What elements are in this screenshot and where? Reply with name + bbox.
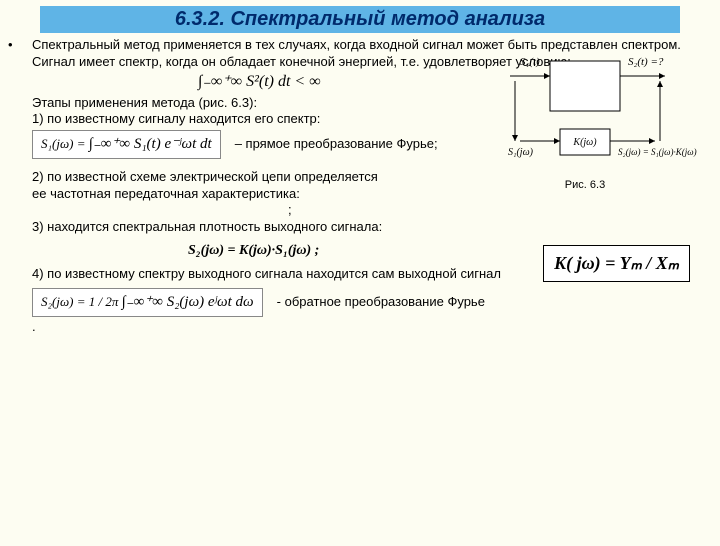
semicolon: ; xyxy=(288,202,702,219)
figure-caption: Рис. 6.3 xyxy=(460,178,710,192)
svg-text:S₂(jω) = S₁(jω)·K(jω): S₂(jω) = S₁(jω)·K(jω) xyxy=(618,147,697,157)
final-dot: . xyxy=(32,319,702,336)
title-bar: 6.3.2. Спектральный метод анализа xyxy=(40,6,680,33)
svg-text:S₂(t) =?: S₂(t) =? xyxy=(628,56,664,68)
transfer-function-box: K( jω) = Yₘ / Xₘ xyxy=(543,245,690,282)
svg-text:K(jω): K(jω) xyxy=(572,137,597,148)
figure-6-3: K(jω) S₁(t) S₂(t) =? S₁(jω) S₂(jω) = S₁(… xyxy=(460,51,710,201)
inverse-note: - обратное преобразование Фурье xyxy=(277,294,485,311)
content: • Спектральный метод применяется в тех с… xyxy=(0,33,720,336)
inverse-formula-row: S₂(jω) = 1 / 2π ∫₋∞⁺∞ S₂(jω) eʲωt dω - о… xyxy=(32,288,702,317)
page-title: 6.3.2. Спектральный метод анализа xyxy=(175,8,545,30)
svg-text:S₁(t): S₁(t) xyxy=(520,56,540,68)
step-3: 3) находится спектральная плотность выхо… xyxy=(32,219,702,236)
bullet: • xyxy=(8,37,13,54)
s1-note: – прямое преобразование Фурье; xyxy=(235,136,438,153)
svg-text:S₁(jω): S₁(jω) xyxy=(508,147,534,158)
